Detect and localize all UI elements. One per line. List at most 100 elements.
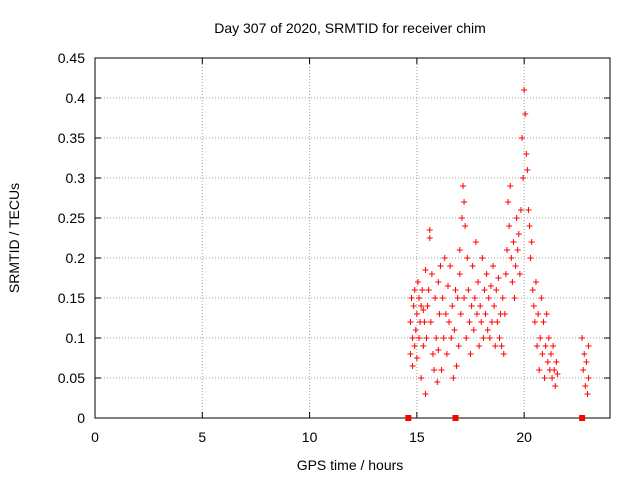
data-point bbox=[496, 335, 503, 341]
grid-layer bbox=[95, 58, 610, 418]
data-point bbox=[427, 319, 434, 325]
data-point bbox=[425, 287, 432, 293]
data-point bbox=[490, 263, 497, 269]
data-point bbox=[539, 351, 546, 357]
data-point bbox=[583, 359, 590, 365]
data-point bbox=[475, 279, 482, 285]
data-point bbox=[528, 239, 535, 245]
data-point bbox=[442, 311, 449, 317]
data-point bbox=[453, 363, 460, 369]
data-point bbox=[541, 375, 548, 381]
data-point bbox=[429, 351, 436, 357]
data-point bbox=[525, 207, 532, 213]
data-point bbox=[516, 271, 523, 277]
y-tick-label: 0.35 bbox=[58, 130, 85, 146]
data-point bbox=[507, 183, 514, 189]
y-tick-label: 0.15 bbox=[58, 290, 85, 306]
data-point bbox=[536, 367, 543, 373]
y-tick-label: 0.2 bbox=[66, 250, 86, 266]
data-point bbox=[473, 311, 480, 317]
data-point bbox=[431, 367, 438, 373]
data-point bbox=[437, 263, 444, 269]
data-point bbox=[532, 279, 539, 285]
data-point bbox=[487, 283, 494, 289]
data-point bbox=[529, 287, 536, 293]
y-tick-label: 0.05 bbox=[58, 370, 85, 386]
data-point bbox=[584, 391, 591, 397]
ticks-layer: 0 0.05 0.1 0.15 0.2 0.25 0.3 0.35 0.4 0.45 0 5 10 15 2… bbox=[58, 50, 610, 445]
data-point bbox=[495, 275, 502, 281]
data-point bbox=[426, 227, 433, 233]
data-point bbox=[513, 215, 520, 221]
x-axis-label: GPS time / hours bbox=[297, 457, 404, 473]
data-point bbox=[481, 287, 488, 293]
data-point bbox=[409, 335, 416, 341]
data-point bbox=[515, 231, 522, 237]
data-point bbox=[501, 311, 508, 317]
data-point bbox=[524, 167, 531, 173]
data-point bbox=[468, 303, 475, 309]
data-point bbox=[448, 335, 455, 341]
data-point bbox=[547, 351, 554, 357]
data-point bbox=[466, 319, 473, 325]
data-point bbox=[467, 351, 474, 357]
x-tick-label: 5 bbox=[198, 429, 206, 445]
data-point bbox=[409, 363, 416, 369]
data-point bbox=[585, 343, 592, 349]
data-point bbox=[407, 319, 414, 325]
data-point bbox=[520, 175, 527, 181]
data-point bbox=[465, 287, 472, 293]
data-point bbox=[491, 303, 498, 309]
data-point bbox=[413, 355, 420, 361]
data-point bbox=[494, 319, 501, 325]
data-point bbox=[530, 303, 537, 309]
data-point bbox=[549, 375, 556, 381]
data-point bbox=[579, 335, 586, 341]
data-point bbox=[554, 371, 561, 377]
data-point bbox=[436, 311, 443, 317]
data-point bbox=[493, 287, 500, 293]
data-point bbox=[412, 327, 419, 333]
data-point bbox=[537, 335, 544, 341]
data-point bbox=[511, 295, 518, 301]
data-point bbox=[440, 335, 447, 341]
data-point bbox=[457, 311, 464, 317]
data-point bbox=[433, 335, 440, 341]
data-point bbox=[540, 319, 547, 325]
data-point bbox=[435, 279, 442, 285]
y-tick-label: 0.25 bbox=[58, 210, 85, 226]
data-point bbox=[517, 207, 524, 213]
data-point bbox=[509, 279, 516, 285]
data-point bbox=[500, 351, 507, 357]
data-point bbox=[582, 383, 589, 389]
data-point bbox=[407, 351, 414, 357]
data-point bbox=[478, 319, 485, 325]
data-point bbox=[479, 255, 486, 261]
data-point bbox=[451, 327, 458, 333]
data-point bbox=[534, 343, 541, 349]
chart-title: Day 307 of 2020, SRMTID for receiver chi… bbox=[214, 20, 486, 36]
data-point bbox=[411, 287, 418, 293]
data-point bbox=[543, 311, 550, 317]
data-point bbox=[502, 271, 509, 277]
data-point bbox=[476, 343, 483, 349]
data-point bbox=[410, 303, 417, 309]
data-point bbox=[456, 247, 463, 253]
data-point bbox=[545, 335, 552, 341]
data-point bbox=[552, 383, 559, 389]
data-point bbox=[510, 239, 517, 245]
data-point bbox=[505, 199, 512, 205]
data-point bbox=[413, 311, 420, 317]
data-point bbox=[551, 367, 558, 373]
data-point bbox=[519, 135, 526, 141]
data-point bbox=[423, 335, 430, 341]
zero-marker bbox=[405, 415, 412, 421]
zero-marker bbox=[452, 415, 459, 421]
data-point bbox=[472, 239, 479, 245]
data-point bbox=[439, 295, 446, 301]
data-point bbox=[454, 295, 461, 301]
data-point bbox=[462, 223, 469, 229]
data-point bbox=[531, 319, 538, 325]
data-point bbox=[428, 271, 435, 277]
data-point bbox=[450, 375, 457, 381]
